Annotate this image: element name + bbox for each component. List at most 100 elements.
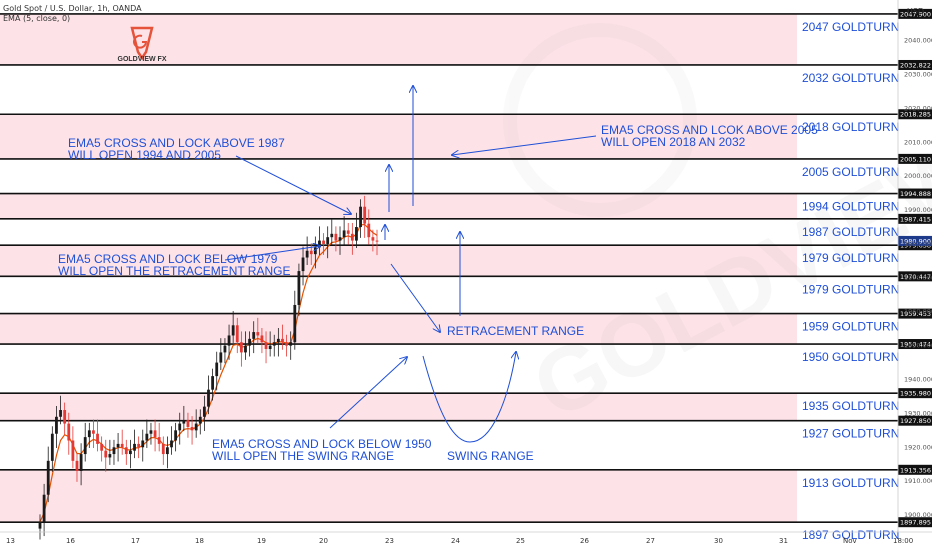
price-box-label: 1987.415 bbox=[900, 215, 931, 223]
annotation-1979: WILL OPEN THE RETRACEMENT RANGE bbox=[58, 264, 290, 278]
candle-body bbox=[116, 443, 120, 448]
candle-body bbox=[124, 447, 128, 455]
price-box-label: 1970.447 bbox=[900, 273, 931, 281]
candle-body bbox=[371, 237, 375, 241]
level-label: 1959 GOLDTURN bbox=[802, 320, 899, 334]
candle-body bbox=[375, 240, 379, 242]
candle-body bbox=[202, 406, 206, 417]
price-box-label: 1994.888 bbox=[900, 190, 931, 198]
candle-body bbox=[198, 416, 202, 424]
price-box-label: 2005.110 bbox=[900, 155, 931, 163]
price-box-label: 1950.474 bbox=[900, 341, 931, 349]
candle-body bbox=[305, 250, 309, 258]
candle-body bbox=[223, 345, 227, 353]
level-label: 2005 GOLDTURN bbox=[802, 165, 899, 179]
candle-body bbox=[157, 437, 161, 444]
candle-body bbox=[272, 342, 276, 346]
price-box-label: 2018.285 bbox=[900, 111, 931, 119]
candle-body bbox=[145, 433, 149, 441]
price-box bbox=[898, 59, 932, 70]
price-box bbox=[898, 308, 932, 319]
annotation-1979: EMA5 CROSS AND LOCK BELOW 1979 bbox=[58, 252, 278, 266]
candle-body bbox=[326, 237, 330, 244]
y-tick-label: 2030.000 bbox=[904, 71, 932, 79]
annotation-1987: EMA5 CROSS AND LOCK ABOVE 1987 bbox=[68, 136, 285, 150]
candle-body bbox=[297, 271, 301, 305]
y-tick-label: 1990.000 bbox=[904, 206, 932, 214]
candle-body bbox=[285, 342, 288, 346]
price-box-label: 1959.453 bbox=[900, 310, 931, 318]
candle-body bbox=[330, 233, 334, 238]
y-tick-label: 2020.000 bbox=[904, 104, 932, 112]
candle-body bbox=[322, 240, 325, 244]
candle-body bbox=[161, 443, 165, 455]
candle-body bbox=[79, 454, 83, 472]
price-box bbox=[898, 464, 932, 475]
annotations: EMA5 CROSS AND LOCK ABOVE 1987 WILL OPEN … bbox=[58, 123, 818, 463]
candle-body bbox=[112, 447, 116, 455]
swing-label: SWING RANGE bbox=[447, 449, 534, 463]
candle-body bbox=[190, 426, 194, 431]
annotation-arrow bbox=[390, 263, 440, 332]
candle-body bbox=[256, 332, 260, 336]
candle-body bbox=[227, 335, 231, 346]
annotation-arrow bbox=[224, 246, 320, 261]
x-tick-label: 23 bbox=[385, 537, 394, 545]
price-box bbox=[898, 517, 932, 528]
y-tick-label: 2040.000 bbox=[904, 37, 932, 45]
price-box-label: 1897.895 bbox=[900, 519, 931, 527]
logo: GOLDVIEW FX bbox=[112, 24, 172, 68]
candle-body bbox=[338, 237, 342, 241]
candle-body bbox=[87, 430, 91, 438]
price-box bbox=[898, 8, 932, 19]
candle-body bbox=[355, 227, 358, 241]
level-label: 1913 GOLDTURN bbox=[802, 476, 899, 490]
y-tick-label: 1920.000 bbox=[904, 443, 932, 451]
candle-body bbox=[59, 410, 62, 417]
annotation-2005: WILL OPEN 2018 AN 2032 bbox=[601, 135, 746, 149]
level-label: 1987 GOLDTURN bbox=[802, 225, 899, 239]
candle-body bbox=[67, 423, 71, 441]
candle-body bbox=[309, 250, 313, 255]
candle-body bbox=[186, 420, 190, 427]
level-label: 1927 GOLDTURN bbox=[802, 427, 899, 441]
price-box bbox=[898, 271, 932, 282]
y-tick-label: 2010.000 bbox=[904, 138, 932, 146]
symbol-title: Gold Spot / U.S. Dollar, 1h, OANDA bbox=[3, 4, 142, 13]
price-box bbox=[898, 415, 932, 426]
y-tick-label: 1970.000 bbox=[904, 274, 932, 282]
price-box-label: 1935.980 bbox=[900, 390, 931, 398]
candle-body bbox=[231, 325, 235, 336]
indicator-title: EMA (5, close, 0) bbox=[3, 14, 71, 23]
watermark-logo-ring bbox=[503, 23, 697, 217]
x-tick-label: 30 bbox=[714, 537, 723, 545]
level-label: 2018 GOLDTURN bbox=[802, 120, 899, 134]
candle-body bbox=[363, 206, 367, 224]
x-axis: 13 16 17 18 19 20 23 24 25 26 27 30 31 Nov 18:00 bbox=[0, 531, 932, 545]
candle-body bbox=[38, 521, 42, 529]
candle-body bbox=[194, 423, 198, 431]
price-box bbox=[898, 388, 932, 399]
candle-body bbox=[46, 460, 50, 495]
candle-body bbox=[252, 332, 256, 339]
annotation-arrow bbox=[452, 135, 597, 155]
level-label: 1994 GOLDTURN bbox=[802, 200, 899, 214]
price-box-label: 2032.822 bbox=[900, 61, 931, 69]
price-box-label: 2047.900 bbox=[900, 10, 931, 18]
candle-body bbox=[55, 416, 58, 434]
y-tick-label: 1950.000 bbox=[904, 342, 932, 350]
x-tick-label: 16 bbox=[66, 537, 75, 545]
price-box bbox=[898, 153, 932, 164]
candle-body bbox=[276, 338, 280, 343]
range-band bbox=[0, 469, 797, 523]
candle-body bbox=[350, 233, 354, 241]
candle-body bbox=[207, 389, 210, 407]
price-box bbox=[898, 339, 932, 350]
level-label: 1979 GOLDTURN bbox=[802, 282, 899, 296]
candle-body bbox=[170, 440, 173, 448]
candle-body bbox=[96, 433, 99, 444]
candle-body bbox=[71, 440, 75, 461]
candle-body bbox=[50, 433, 54, 461]
